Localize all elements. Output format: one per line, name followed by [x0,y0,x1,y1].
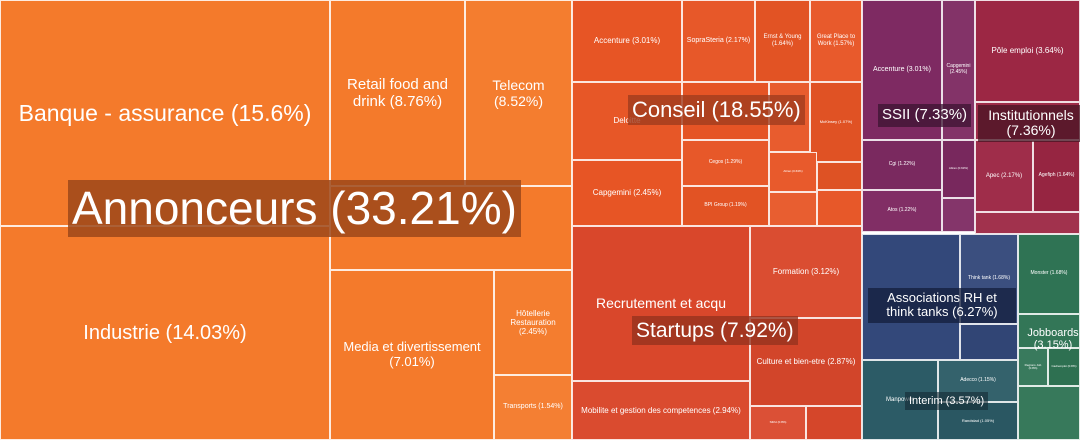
tile-label: Industrie (14.03%) [83,321,247,344]
treemap-tile-adecco-1-15: Adecco (1.15%) [938,360,1018,402]
tile-label: Agefiph (1.64%) [1038,172,1075,179]
treemap-tile-ernst-young-1-64: Ernst & Young (1.64%) [755,0,810,82]
treemap-tile-minor [942,198,975,232]
tile-label: SIRH (0.8%) [769,420,787,425]
treemap-tile-minor [806,406,862,440]
treemap-tile-apec-2-17: Apec (2.17%) [975,140,1033,212]
treemap-tile-agefiph-1-64: Agefiph (1.64%) [1033,140,1080,212]
treemap-tile-telecom-8-52: Telecom (8.52%) [465,0,572,186]
tile-label: Regions Job (0.8%) [1024,362,1042,370]
treemap-tile-minor [817,162,862,190]
tile-label: Accenture (3.01%) [873,65,931,73]
treemap-tile-minor [960,324,1018,360]
treemap-tile-minor [975,212,1080,234]
tile-label: Hôtellerie Restauration (2.45%) [510,308,556,337]
tile-label: Atos (1.22%) [887,207,917,214]
tile-label: Adecco (1.15%) [960,377,996,384]
treemap-tile-mobilite-et-gestion-des-competences-2-94: Mobilite et gestion des competences (2.9… [572,381,750,440]
treemap-tile-cegos-1-29: Cegos (1.29%) [682,140,769,186]
tile-label: Great Place to Work (1.57%) [816,34,856,47]
treemap-tile-culture-et-bien-etre-2-87: Culture et bien-etre (2.87%) [750,318,862,406]
treemap-tile-altran-0-63: Altran (0.63%) [942,140,975,198]
treemap-tile-monster-1-68: Monster (1.68%) [1018,234,1080,314]
tile-label: Transports (1.54%) [503,403,563,411]
treemap-tile-retail-food-and-drink-8-76: Retail food and drink (8.76%) [330,0,465,186]
tile-label: SopraSteria (2.17%) [686,36,751,44]
tile-label: Telecom (8.52%) [492,76,545,109]
tile-label: Banque - assurance (15.6%) [18,99,312,126]
tile-label: Cegos (1.29%) [708,159,743,166]
tile-label: Cgi (1.22%) [888,161,916,168]
treemap-tile-minor [817,190,862,226]
tile-label: Altran (0.63%) [783,169,803,174]
treemap-tile-capgemini-2-45: Capgemini (2.45%) [942,0,975,140]
treemap-tile-minor [769,82,810,152]
treemap-tile-minor [769,192,817,226]
tile-label: Retail food and drink (8.76%) [347,75,448,110]
tile-label: Pôle emploi (3.64%) [991,46,1064,56]
tile-label: Accenture (3.01%) [593,36,661,46]
tile-label: Ernst & Young (1.64%) [763,34,802,47]
treemap-tile-bpi-group-1-19: BPI Group (1.19%) [682,186,769,226]
treemap-tile-cadremploi-0-8: Cadremploi (0.8%) [1048,348,1080,386]
treemap-tile-minor [330,186,572,270]
treemap-tile-manpower: Manpower [862,360,938,440]
treemap-tile-media-et-divertissement-7-01: Media et divertissement (7.01%) [330,270,494,440]
tile-label: Capgemini (2.45%) [946,63,971,75]
treemap-tile-hotellerie-restauration-2-45: Hôtellerie Restauration (2.45%) [494,270,572,375]
tile-label: Culture et bien-etre (2.87%) [756,357,856,367]
treemap-tile-minor [975,102,1080,140]
tile-label: Capgemini (2.45%) [592,188,662,198]
treemap-tile-minor [1018,386,1080,440]
treemap-tile-regions-job-0-8: Regions Job (0.8%) [1018,348,1048,386]
treemap-tile-altran-0-63: Altran (0.63%) [769,152,817,192]
tile-label: Randstad (1.05%) [961,417,995,423]
tile-label: Mobilite et gestion des competences (2.9… [581,405,741,415]
treemap-tile-minor [862,234,960,360]
tile-label: Formation (3.12%) [772,267,840,277]
tile-label: Manpower [885,396,914,403]
treemap-tile-minor [682,82,769,140]
treemap-tile-atos-1-22: Atos (1.22%) [862,190,942,232]
treemap-tile-randstad-1-05: Randstad (1.05%) [938,402,1018,440]
treemap-tile-accenture-3-01: Accenture (3.01%) [572,0,682,82]
tile-label: McKinsey (1.07%) [819,118,853,124]
tile-label: Monster (1.68%) [1030,270,1068,277]
treemap-tile-recrutement-et-acqu: Recrutement et acqu [572,226,750,381]
tile-label: Altran (0.63%) [948,166,969,171]
treemap-tile-pole-emploi-3-64: Pôle emploi (3.64%) [975,0,1080,102]
treemap-tile-soprasteria-2-17: SopraSteria (2.17%) [682,0,755,82]
treemap-tile-formation-3-12: Formation (3.12%) [750,226,862,318]
treemap-tile-great-place-to-work-1-57: Great Place to Work (1.57%) [810,0,862,82]
treemap-tile-industrie-14-03: Industrie (14.03%) [0,226,330,440]
tile-label: Media et divertissement (7.01%) [343,339,481,369]
tile-label: Think tank (1.68%) [968,275,1010,282]
treemap-tile-sirh-0-8: SIRH (0.8%) [750,406,806,440]
treemap-tile-banque-assurance-15-6: Banque - assurance (15.6%) [0,0,330,226]
treemap-tile-deloitte: Deloitte [572,82,682,160]
treemap-tile-capgemini-2-45: Capgemini (2.45%) [572,160,682,226]
treemap-tile-minor [1018,314,1080,348]
tile-label: Apec (2.17%) [985,172,1023,179]
tile-label: Recrutement et acqu [596,295,726,312]
treemap-tile-accenture-3-01: Accenture (3.01%) [862,0,942,140]
treemap-tile-think-tank-1-68: Think tank (1.68%) [960,234,1018,324]
treemap-tile-cgi-1-22: Cgi (1.22%) [862,140,942,190]
treemap-tile-mckinsey-1-07: McKinsey (1.07%) [810,82,862,162]
tile-label: Cadremploi (0.8%) [1051,364,1077,369]
treemap-tile-transports-1-54: Transports (1.54%) [494,375,572,440]
tile-label: BPI Group (1.19%) [704,202,747,209]
tile-label: Deloitte [613,116,641,126]
